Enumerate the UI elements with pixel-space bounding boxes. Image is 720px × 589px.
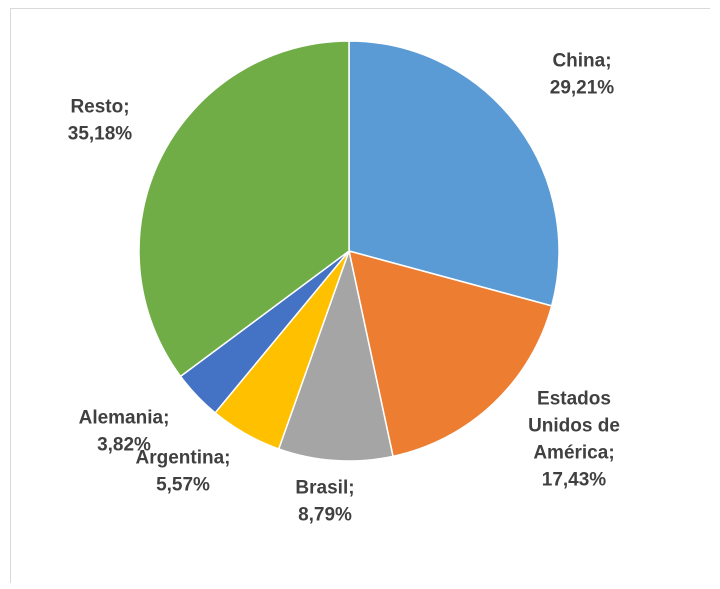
data-label-line: Resto; (70, 97, 129, 118)
data-label-line: América; (533, 443, 614, 464)
pie-slices (138, 40, 560, 462)
data-label-brasil: Brasil; 8,79% (295, 478, 354, 526)
pie-slice-china (348, 40, 560, 307)
data-label-line: 35,18% (68, 124, 133, 145)
data-label-argentina: Argentina; 5,57% (136, 448, 231, 496)
data-label-line: China; (552, 51, 611, 72)
pie-slice-estados-unidos-de-américa (348, 249, 553, 458)
data-label-line: Estados (537, 389, 611, 410)
pie-slice-resto (138, 40, 350, 378)
data-label-line: 29,21% (550, 78, 615, 99)
chart-frame (10, 8, 710, 583)
pie-slice-brasil (277, 248, 394, 462)
data-label-resto: Resto; 35,18% (68, 97, 133, 145)
data-label-line: 17,43% (542, 470, 607, 491)
data-label-line: 5,57% (156, 475, 210, 496)
data-label-line: Argentina; (136, 448, 231, 469)
data-label-line: 8,79% (298, 505, 352, 526)
data-label-line: Brasil; (295, 478, 354, 499)
data-label-china: China; 29,21% (550, 51, 615, 99)
data-label-estados-unidos-de-américa: Estados Unidos de América; 17,43% (528, 389, 620, 491)
data-label-line: Unidos de (528, 416, 620, 437)
data-label-line: 3,82% (97, 435, 151, 456)
data-label-alemania: Alemania; 3,82% (79, 408, 170, 456)
pie-labels: China; 29,21% Estados Unidos de América; 17,4… (68, 51, 620, 526)
data-label-line: Alemania; (79, 408, 170, 429)
